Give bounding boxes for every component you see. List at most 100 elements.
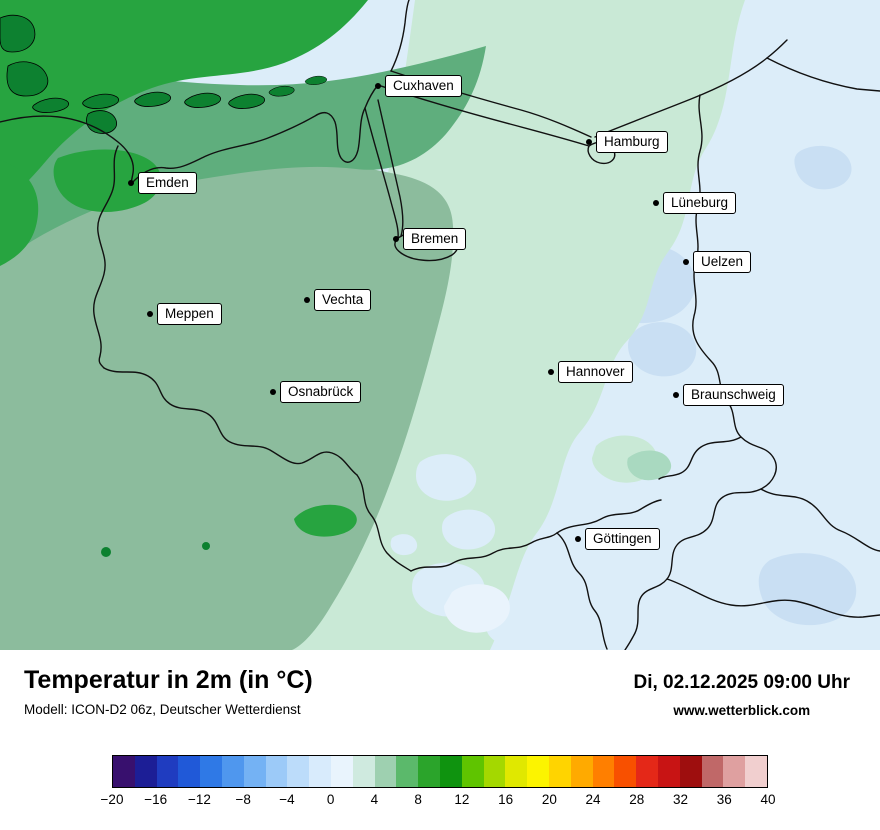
legend-cell [636,756,658,787]
legend-cell [657,756,680,787]
east-border-offshoot [760,488,880,552]
city-label: Hannover [558,361,633,383]
legend-cell [701,756,724,787]
city-label: Braunschweig [683,384,784,406]
southeast-border [666,578,880,618]
goettingen-border-east [556,532,608,650]
footer-left: Temperatur in 2m (in °C) Modell: ICON-D2… [24,666,313,717]
city-label: Bremen [403,228,467,250]
region-bright-green [0,0,368,537]
temperature-map: Cuxhaven Hamburg Emden Lüneburg Bremen Uelzen… [0,0,880,650]
legend-cell [614,756,637,787]
legend-tick: −4 [279,792,295,807]
region-cold-pockets [390,454,540,646]
legend-tick: 40 [760,792,776,807]
legend-tick: 20 [541,792,557,807]
legend-cell [723,756,746,787]
legend-cell [178,756,201,787]
legend-cell [221,756,244,787]
legend-cell [396,756,419,787]
weser-east-bank [377,99,404,237]
legend-cell [330,756,353,787]
city-label: Uelzen [693,251,752,273]
city-label: Vechta [314,289,372,311]
legend-tick: 24 [585,792,601,807]
legend-tick: 36 [716,792,732,807]
nrw-border [103,367,358,476]
legend-tick: −16 [144,792,168,807]
legend-cell [200,756,222,787]
legend-tick: 4 [370,792,379,807]
city-label: Emden [138,172,197,194]
city-dot [548,369,554,375]
city-dot [270,389,276,395]
south-border [410,532,558,572]
legend-tick: 16 [498,792,514,807]
schleswig-coast [390,0,410,72]
legend-cell [309,756,331,787]
temperature-legend: −20 −16 −12 −8 −4 0 4 8 12 16 20 24 28 32 36 40 [101,755,776,810]
city-dot [575,536,581,542]
legend-cell [570,756,593,787]
dutch-border [92,145,119,369]
legend-tick: 0 [326,792,335,807]
city-label: Lüneburg [663,192,737,214]
coastline-west [0,115,135,185]
east-border [624,94,777,650]
city-dot [375,83,381,89]
footer-right: Di, 02.12.2025 09:00 Uhr www.wetterblick… [633,672,850,718]
elbe-upstream-2 [766,57,880,92]
legend-cell [548,756,571,787]
city-dot [128,180,134,186]
nrw-border-south [356,474,412,572]
map-graphic [0,0,880,650]
legend-cell [287,756,310,787]
region-warm-pockets [444,435,672,633]
city-dot [304,297,310,303]
city-label: Göttingen [585,528,660,550]
legend-tick: 32 [673,792,689,807]
legend-tick: −8 [235,792,251,807]
model-info: Modell: ICON-D2 06z, Deutscher Wetterdie… [24,702,301,717]
map-title: Temperatur in 2m (in °C) [24,666,313,694]
legend-cell [243,756,266,787]
legend-cell [461,756,484,787]
region-dark-green-islands [0,14,328,557]
legend-cell [483,756,506,787]
website-url: www.wetterblick.com [673,703,811,718]
legend-tick: 12 [454,792,470,807]
coastline-ems-to-cuxhaven [130,84,379,185]
legend-tick: −12 [188,792,211,807]
legend-cell [439,756,462,787]
city-markers-layer: Cuxhaven Hamburg Emden Lüneburg Bremen Uelzen… [128,75,784,550]
weser-west-bank [364,107,399,239]
braunschweig-branch [658,436,742,480]
goettingen-border-north [556,499,662,534]
legend-cell [113,756,135,787]
legend-cell [134,756,157,787]
city-dot [683,259,689,265]
legend-cell [156,756,179,787]
border-lines [0,0,880,650]
legend-tick-labels: −20 −16 −12 −8 −4 0 4 8 12 16 20 24 28 32 36 40 [101,792,776,810]
legend-cell [265,756,288,787]
city-dot [147,311,153,317]
legend-cell [745,756,767,787]
city-label: Meppen [157,303,222,325]
city-dot [393,236,399,242]
city-label: Osnabrück [280,381,362,403]
city-label: Cuxhaven [385,75,462,97]
map-footer: Temperatur in 2m (in °C) Modell: ICON-D2… [0,650,880,745]
legend-cell [592,756,615,787]
legend-cell [352,756,375,787]
legend-cell [505,756,528,787]
legend-tick: 8 [414,792,422,807]
legend-tick: −20 [100,792,124,807]
legend-tick: 28 [629,792,645,807]
city-label: Hamburg [596,131,668,153]
city-dot [586,139,592,145]
legend-colorbar [112,755,768,788]
legend-cell [527,756,549,787]
legend-cell [374,756,397,787]
